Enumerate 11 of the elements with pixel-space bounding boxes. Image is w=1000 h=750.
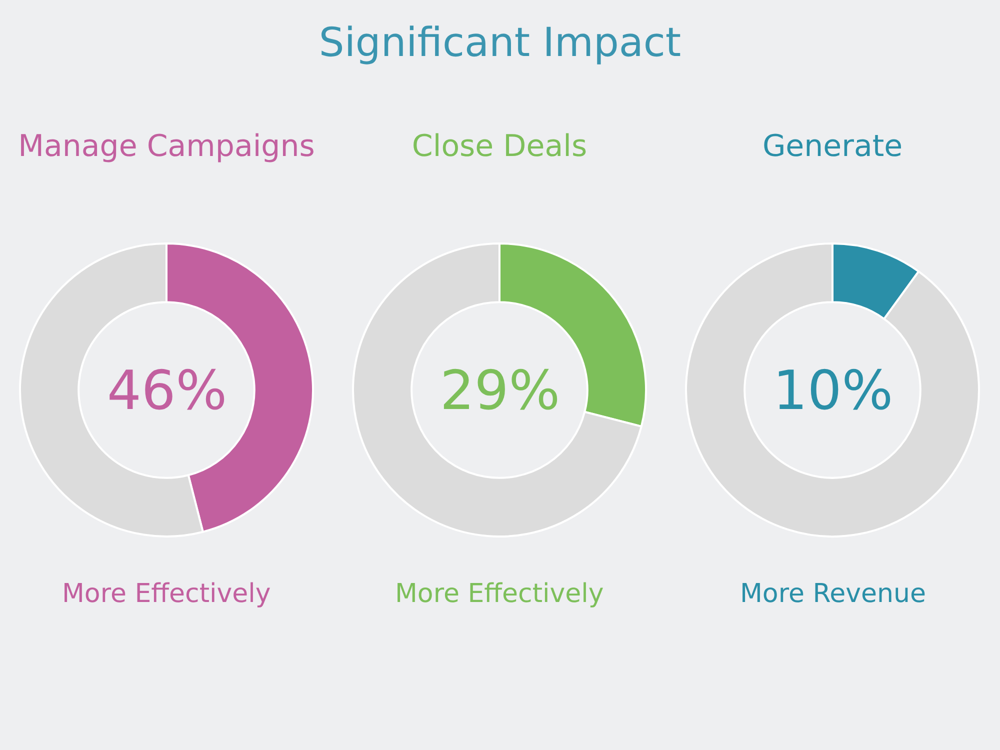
text: More Effectively — [62, 579, 271, 609]
chart-title: Generate — [762, 128, 903, 164]
text: Significant Impact — [318, 19, 682, 66]
text: 46% — [107, 359, 228, 422]
text: More Effectively — [395, 579, 604, 609]
donut-slice — [685, 242, 980, 538]
text: 10% — [773, 359, 894, 422]
text: More Revenue — [740, 579, 926, 609]
chart-title: Manage Campaigns — [18, 128, 315, 164]
text: 29% — [440, 359, 560, 422]
chart-title: Close Deals — [412, 128, 588, 164]
